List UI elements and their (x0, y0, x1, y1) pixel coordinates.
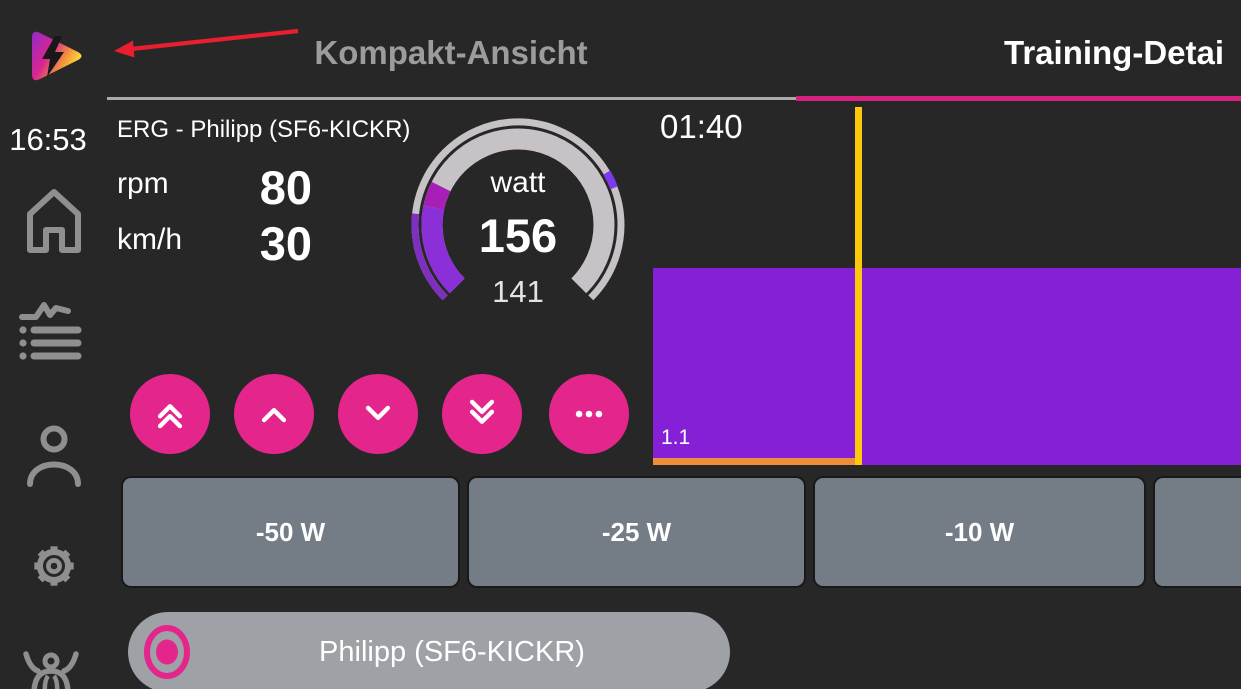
sidebar-item-settings[interactable] (24, 536, 84, 599)
completed-progress-strip (653, 458, 856, 465)
power-minus-10-button[interactable]: -10 W (813, 476, 1146, 588)
intensity-up-button[interactable] (234, 374, 314, 454)
radio-selected-icon (144, 625, 190, 679)
active-tab-underline (796, 96, 1241, 101)
tab-divider-line (107, 97, 796, 100)
tab-kompakt-ansicht[interactable]: Kompakt-Ansicht (314, 34, 588, 71)
gauge-value-arc (421, 205, 465, 294)
double-chevron-down-icon (469, 399, 495, 424)
metric-label-rpm: rpm (117, 167, 169, 200)
intensity-down-button[interactable] (338, 374, 418, 454)
power-minus-50-button[interactable]: -50 W (121, 476, 460, 588)
sidebar-item-home[interactable] (24, 188, 84, 257)
play-lightning-icon (32, 31, 82, 81)
more-options-button[interactable] (549, 374, 629, 454)
device-name: Philipp (SF6-KICKR) (319, 636, 585, 668)
red-arrow-annotation (114, 28, 299, 58)
interval-label: 1.1 (661, 426, 691, 449)
intensity-down-fast-button[interactable] (442, 374, 522, 454)
intensity-up-fast-button[interactable] (130, 374, 210, 454)
metric-value-rpm: 80 (259, 161, 312, 214)
tab-training-details[interactable]: Training-Detai (1004, 34, 1225, 71)
gauge-target-watt: 141 (492, 274, 544, 309)
bug-icon (23, 651, 79, 689)
sidebar-item-profile[interactable] (22, 422, 86, 491)
device-selector-pill[interactable]: Philipp (SF6-KICKR) (128, 612, 730, 689)
workout-segment-block (653, 268, 1241, 465)
gauge-target-tick (603, 170, 618, 190)
app-logo[interactable] (19, 22, 89, 92)
chevron-down-icon (365, 405, 391, 421)
ellipsis-icon (575, 410, 603, 418)
session-title: ERG - Philipp (SF6-KICKR) (117, 116, 411, 143)
gear-icon (34, 546, 74, 586)
sidebar-item-workouts[interactable] (16, 296, 84, 371)
double-chevron-up-icon (157, 404, 183, 429)
metric-label-kmh: km/h (117, 223, 183, 256)
chevron-up-icon (261, 407, 287, 423)
power-minus-25-button[interactable]: -25 W (467, 476, 806, 588)
workout-list-icon (19, 302, 82, 360)
power-gauge (411, 118, 625, 301)
home-icon (27, 189, 81, 253)
clock: 16:53 (9, 122, 87, 157)
person-icon (27, 425, 81, 487)
sidebar-item-bug-report[interactable] (18, 648, 84, 689)
gauge-current-watt: 156 (478, 209, 558, 262)
elapsed-time: 01:40 (660, 108, 743, 145)
metric-value-kmh: 30 (259, 217, 312, 270)
power-plus-button-cutoff[interactable] (1153, 476, 1241, 588)
gauge-unit: watt (490, 166, 546, 199)
current-position-cursor (855, 107, 862, 465)
